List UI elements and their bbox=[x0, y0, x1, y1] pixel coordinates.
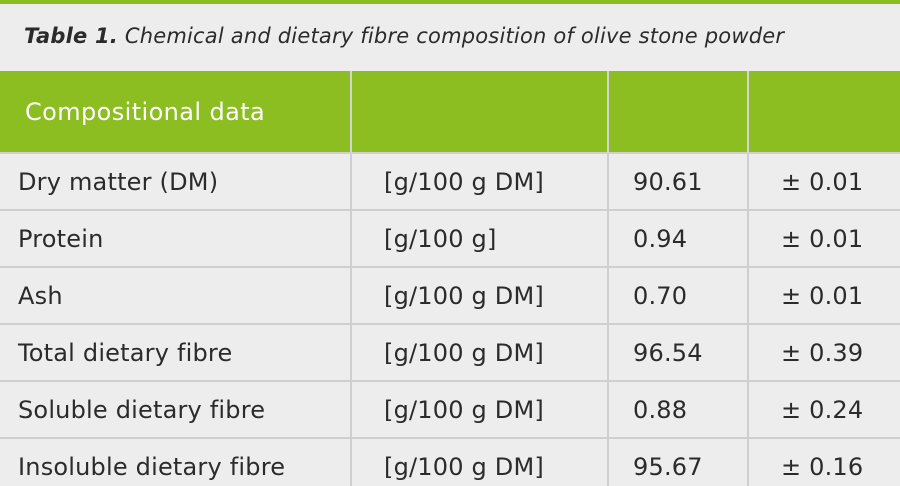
row-error: ± 0.24 bbox=[748, 380, 900, 438]
row-unit: [g/100 g DM] bbox=[351, 323, 609, 381]
row-name: Soluble dietary fibre bbox=[0, 380, 352, 438]
top-accent-rule bbox=[0, 0, 900, 4]
header-error bbox=[748, 71, 900, 153]
row-error: ± 0.39 bbox=[748, 323, 900, 381]
row-name: Insoluble dietary fibre bbox=[0, 437, 352, 486]
composition-table: Compositional data Dry matter (DM) [g/10… bbox=[0, 71, 900, 486]
row-error: ± 0.01 bbox=[748, 152, 900, 210]
row-name: Dry matter (DM) bbox=[0, 152, 352, 210]
table-row: Dry matter (DM) [g/100 g DM] 90.61 ± 0.0… bbox=[0, 152, 900, 210]
row-unit: [g/100 g DM] bbox=[351, 152, 609, 210]
table-row: Protein [g/100 g] 0.94 ± 0.01 bbox=[0, 209, 900, 267]
table-row: Soluble dietary fibre [g/100 g DM] 0.88 … bbox=[0, 380, 900, 438]
row-error: ± 0.01 bbox=[748, 266, 900, 324]
row-unit: [g/100 g DM] bbox=[351, 437, 609, 486]
header-unit bbox=[351, 71, 609, 153]
table-caption: Table 1. Chemical and dietary fibre comp… bbox=[24, 24, 884, 48]
table-row: Total dietary fibre [g/100 g DM] 96.54 ±… bbox=[0, 323, 900, 381]
row-value: 95.67 bbox=[608, 437, 749, 486]
row-value: 0.94 bbox=[608, 209, 749, 267]
row-name: Total dietary fibre bbox=[0, 323, 352, 381]
row-name: Ash bbox=[0, 266, 352, 324]
row-name: Protein bbox=[0, 209, 352, 267]
caption-label: Table 1. bbox=[24, 24, 118, 48]
row-error: ± 0.16 bbox=[748, 437, 900, 486]
header-compositional-data: Compositional data bbox=[0, 71, 352, 153]
row-value: 0.88 bbox=[608, 380, 749, 438]
row-unit: [g/100 g DM] bbox=[351, 380, 609, 438]
row-error: ± 0.01 bbox=[748, 209, 900, 267]
row-unit: [g/100 g] bbox=[351, 209, 609, 267]
caption-text: Chemical and dietary fibre composition o… bbox=[124, 24, 785, 48]
row-value: 96.54 bbox=[608, 323, 749, 381]
row-value: 90.61 bbox=[608, 152, 749, 210]
header-value bbox=[608, 71, 749, 153]
table-header-row: Compositional data bbox=[0, 71, 900, 153]
table-row: Insoluble dietary fibre [g/100 g DM] 95.… bbox=[0, 437, 900, 486]
row-unit: [g/100 g DM] bbox=[351, 266, 609, 324]
table-row: Ash [g/100 g DM] 0.70 ± 0.01 bbox=[0, 266, 900, 324]
row-value: 0.70 bbox=[608, 266, 749, 324]
